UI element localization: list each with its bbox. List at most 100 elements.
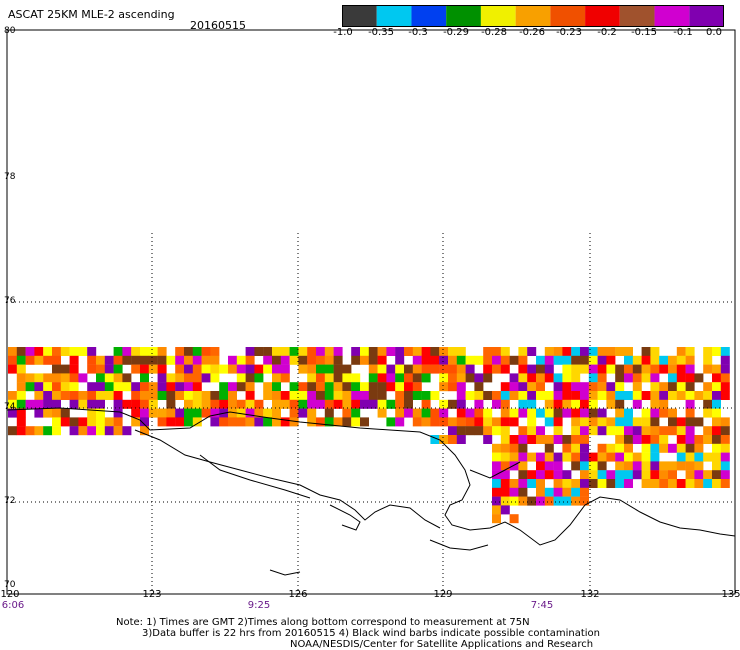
wind-data-cell: [184, 408, 193, 418]
wind-data-cell: [395, 373, 405, 383]
wind-data-cell: [492, 426, 501, 436]
wind-data-cell: [465, 426, 475, 436]
wind-data-cell: [52, 347, 61, 356]
wind-data-cell: [483, 347, 493, 356]
wind-data-cell: [676, 461, 686, 471]
coastline-path: [134, 429, 441, 529]
wind-data-cell: [245, 399, 255, 409]
wind-data-cell: [421, 408, 431, 418]
wind-data-cell: [140, 373, 149, 383]
wind-data-cell: [263, 364, 273, 374]
wind-data-cell: [52, 408, 61, 418]
wind-data-cell: [69, 373, 79, 383]
lon-label-120: 120: [0, 589, 20, 600]
wind-data-cell: [588, 347, 598, 356]
wind-data-cell: [500, 417, 510, 427]
wind-data-cell: [192, 355, 202, 365]
wind-data-cell: [386, 382, 396, 392]
wind-data-cell: [615, 479, 625, 488]
coastline: [6, 407, 736, 576]
wind-data-cell: [615, 408, 625, 418]
wind-data-cell: [553, 452, 563, 462]
wind-data-cell: [263, 355, 273, 365]
wind-data-cell: [25, 382, 35, 392]
wind-data-cell: [60, 417, 70, 427]
wind-data-cell: [52, 426, 61, 436]
wind-data-cell: [492, 364, 501, 374]
wind-data-cell: [668, 479, 677, 488]
wind-data-cell: [588, 355, 598, 365]
wind-data-cell: [351, 417, 361, 427]
color-scale-label: -1.0: [333, 27, 353, 38]
wind-data-cell: [272, 373, 281, 383]
wind-data-cell: [518, 373, 528, 383]
wind-data-cell: [492, 461, 501, 471]
wind-data-cell: [421, 347, 431, 356]
wind-data-cell: [553, 487, 563, 497]
wind-data-cell: [254, 347, 264, 356]
wind-data-cell: [16, 347, 26, 356]
wind-data-cell: [456, 399, 466, 409]
wind-data-cell: [518, 382, 528, 392]
wind-data-cell: [307, 382, 317, 392]
wind-data-cell: [456, 373, 466, 383]
wind-data-cell: [571, 399, 581, 409]
wind-data-cell: [52, 364, 61, 374]
lat-label-80: 80: [4, 26, 16, 36]
wind-data-cell: [694, 461, 704, 471]
wind-data-cell: [500, 382, 510, 392]
wind-data-cell: [456, 426, 466, 436]
wind-data-cell: [518, 470, 528, 480]
wind-data-cell: [544, 347, 554, 356]
wind-data-cell: [712, 452, 721, 462]
wind-data-cell: [148, 347, 158, 356]
wind-data-cell: [668, 461, 677, 471]
color-scale-segment: [480, 5, 516, 27]
wind-data-cell: [60, 364, 70, 374]
wind-data-cell: [527, 496, 537, 506]
wind-data-cell: [632, 355, 642, 365]
wind-data-cell: [562, 355, 572, 365]
wind-data-cell: [580, 347, 589, 356]
wind-data-cell: [632, 391, 642, 400]
wind-data-cell: [703, 426, 713, 436]
wind-data-cell: [527, 479, 537, 488]
wind-data-cell: [448, 355, 457, 365]
wind-data-cell: [456, 347, 466, 356]
wind-data-cell: [571, 373, 581, 383]
wind-data-cell: [694, 452, 704, 462]
wind-data-cell: [571, 443, 581, 453]
wind-data-cell: [668, 391, 677, 400]
wind-data-cell: [157, 355, 167, 365]
wind-data-cell: [536, 479, 545, 488]
wind-data-cell: [140, 426, 149, 436]
wind-data-cell: [562, 496, 572, 506]
time-label-right: 7:45: [530, 600, 554, 611]
wind-data-cell: [465, 391, 475, 400]
wind-data-cell: [650, 355, 660, 365]
wind-data-cell: [263, 417, 273, 427]
wind-data-cell: [166, 408, 176, 418]
wind-data-cell: [615, 461, 625, 471]
wind-data-cell: [201, 391, 211, 400]
wind-data-cell: [606, 391, 616, 400]
wind-data-cell: [492, 417, 501, 427]
wind-data-cell: [412, 417, 422, 427]
wind-data-cell: [184, 373, 193, 383]
wind-data-cell: [307, 399, 317, 409]
wind-data-cell: [316, 391, 325, 400]
wind-data-cell: [562, 364, 572, 374]
wind-data-cell: [606, 470, 616, 480]
lon-label-132: 132: [580, 589, 600, 600]
wind-data-cell: [712, 399, 721, 409]
wind-data-cell: [641, 373, 651, 383]
wind-data-cell: [360, 382, 369, 392]
wind-data-cell: [624, 443, 633, 453]
wind-data-cell: [254, 364, 264, 374]
wind-data-cell: [676, 364, 686, 374]
wind-data-cell: [676, 452, 686, 462]
wind-data-cell: [650, 426, 660, 436]
wind-data-cell: [544, 355, 554, 365]
wind-data-cell: [624, 373, 633, 383]
wind-data-cell: [641, 479, 651, 488]
